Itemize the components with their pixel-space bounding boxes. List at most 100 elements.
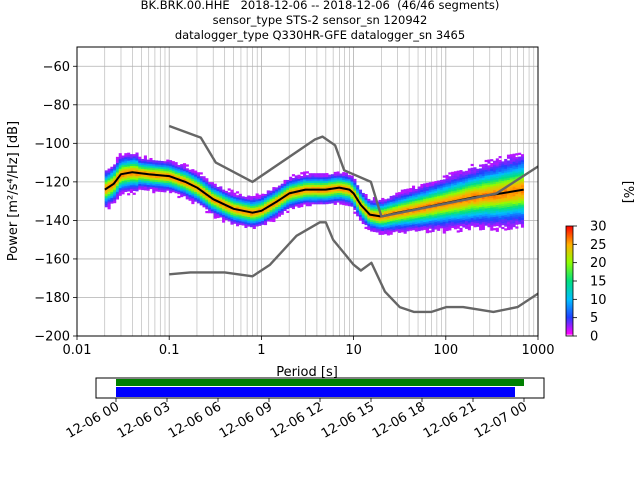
heatmap-cell: [448, 222, 452, 225]
heatmap-cell: [113, 185, 117, 188]
heatmap-cell: [160, 187, 164, 191]
heatmap-cell: [476, 168, 480, 172]
heatmap-cell: [330, 197, 335, 200]
heatmap-cell: [188, 179, 192, 182]
heatmap-cell: [423, 208, 427, 211]
heatmap-cell: [487, 207, 491, 210]
heatmap-cell: [289, 178, 293, 181]
heatmap-cell: [182, 192, 187, 195]
heatmap-cell: [325, 178, 329, 182]
heatmap-cell: [459, 191, 463, 194]
heatmap-cell: [216, 194, 220, 197]
heatmap-cell: [392, 202, 396, 206]
heatmap-cell: [400, 212, 404, 216]
heatmap-cell: [342, 181, 346, 184]
heatmap-cell: [481, 216, 485, 219]
heatmap-cell: [188, 175, 192, 178]
heatmap-cell: [367, 216, 371, 219]
heatmap-cell: [518, 214, 522, 217]
heatmap-cell: [303, 190, 307, 193]
heatmap-cell: [258, 214, 262, 217]
heatmap-cell: [420, 205, 424, 208]
heatmap-cell: [400, 220, 404, 223]
heatmap-cell: [143, 170, 147, 174]
heatmap-cell: [261, 222, 265, 225]
heatmap-cell: [308, 177, 312, 180]
heatmap-cell: [414, 212, 418, 215]
heatmap-cell: [439, 218, 444, 221]
heatmap-cell: [520, 163, 525, 167]
heatmap-cell: [286, 191, 290, 194]
heatmap-cell: [411, 214, 416, 217]
heatmap-cell: [439, 197, 444, 200]
heatmap-cell: [177, 186, 181, 189]
heatmap-cell: [470, 223, 474, 226]
heatmap-cell: [233, 204, 237, 207]
heatmap-cell: [451, 196, 455, 200]
heatmap-cell: [339, 185, 343, 188]
heatmap-cell: [501, 217, 505, 220]
heatmap-cell: [403, 196, 407, 200]
heatmap-cell: [353, 203, 357, 207]
heatmap-cell: [275, 210, 279, 213]
heatmap-cell: [492, 195, 497, 198]
heatmap-cell: [479, 216, 483, 219]
heatmap-cell: [467, 222, 471, 225]
heatmap-cell: [107, 189, 111, 192]
heatmap-cell: [484, 202, 488, 205]
heatmap-cell: [104, 174, 108, 177]
heatmap-cell: [124, 162, 128, 166]
heatmap-cell: [138, 156, 142, 159]
heatmap-cell: [138, 160, 142, 163]
heatmap-cell: [168, 189, 173, 192]
heatmap-cell: [252, 219, 256, 222]
heatmap-cell: [490, 168, 494, 171]
heatmap-cell: [479, 185, 483, 188]
heatmap-cell: [453, 209, 457, 212]
heatmap-cell: [515, 199, 519, 202]
heatmap-cell: [481, 206, 485, 209]
heatmap-cell: [124, 178, 128, 181]
heatmap-cell: [509, 204, 513, 207]
heatmap-cell: [194, 172, 198, 175]
heatmap-cell: [196, 189, 201, 192]
heatmap-cell: [473, 213, 477, 216]
heatmap-cell: [177, 174, 181, 177]
heatmap-cell: [342, 175, 346, 179]
heatmap-cell: [166, 180, 170, 183]
heatmap-cell: [428, 197, 432, 200]
heatmap-cell: [185, 187, 189, 190]
heatmap-cell: [490, 189, 494, 193]
heatmap-cell: [442, 221, 446, 224]
heatmap-cell: [236, 210, 240, 213]
heatmap-cell: [370, 208, 374, 211]
heatmap-cell: [456, 195, 460, 198]
heatmap-cell: [395, 196, 399, 199]
heatmap-cell: [160, 170, 164, 173]
heatmap-cell: [252, 203, 256, 206]
heatmap-cell: [222, 193, 226, 196]
heatmap-cell: [467, 191, 471, 194]
heatmap-cell: [403, 218, 407, 221]
heatmap-cell: [236, 216, 240, 219]
heatmap-cell: [224, 194, 228, 197]
heatmap-cell: [188, 173, 192, 176]
colorbar-tick-label: 5: [590, 311, 598, 326]
heatmap-cell: [423, 189, 427, 192]
heatmap-cell: [118, 155, 122, 158]
heatmap-cell: [492, 176, 497, 179]
heatmap-cell: [400, 201, 404, 204]
heatmap-cell: [484, 204, 488, 207]
heatmap-cell: [152, 167, 156, 171]
heatmap-cell: [143, 163, 147, 166]
heatmap-cell: [317, 192, 321, 195]
heatmap-cell: [258, 202, 262, 205]
heatmap-cell: [501, 223, 505, 226]
y-tick-label: −80: [43, 98, 70, 113]
heatmap-cell: [420, 222, 424, 225]
heatmap-cell: [152, 171, 156, 174]
heatmap-cell: [191, 194, 195, 197]
heatmap-cell: [509, 219, 513, 222]
heatmap-cell: [213, 214, 217, 217]
heatmap-cell: [283, 201, 287, 204]
